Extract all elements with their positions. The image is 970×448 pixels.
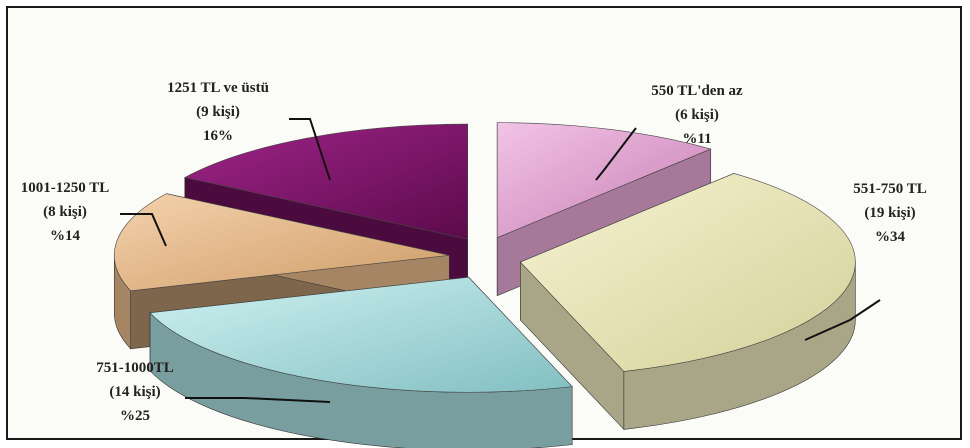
slice-percent-label: %14: [50, 228, 81, 244]
slice-count-label: (8 kişi): [43, 204, 87, 220]
slice-count-label: (19 kişi): [864, 205, 915, 221]
leader-line: [289, 118, 331, 181]
pie-slice: [113, 193, 450, 292]
slice-count-label: (14 kişi): [109, 384, 160, 400]
slice-percent-label: %25: [120, 408, 150, 424]
leader-line: [185, 397, 331, 403]
slice-count-label: (6 kişi): [675, 107, 719, 123]
slice-label: 1251 TL ve üstü: [167, 80, 269, 96]
slice-percent-label: %34: [875, 229, 906, 245]
leader-line: [120, 213, 167, 247]
pie-slice: [183, 123, 468, 240]
slice-percent-label: %11: [682, 131, 711, 147]
slice-label: 1001-1250 TL: [21, 180, 109, 196]
slice-label: 751-1000TL: [96, 360, 174, 376]
leader-line: [595, 127, 637, 181]
pie-slice: [496, 122, 712, 239]
pie-slice: [519, 173, 856, 372]
slice-count-label: (9 kişi): [196, 104, 240, 120]
pie-slice: [149, 276, 573, 393]
slice-label: 551-750 TL: [853, 181, 926, 197]
slice-label: 550 TL'den az: [651, 83, 743, 99]
slice-percent-label: 16%: [203, 128, 233, 144]
leader-line: [804, 299, 881, 341]
